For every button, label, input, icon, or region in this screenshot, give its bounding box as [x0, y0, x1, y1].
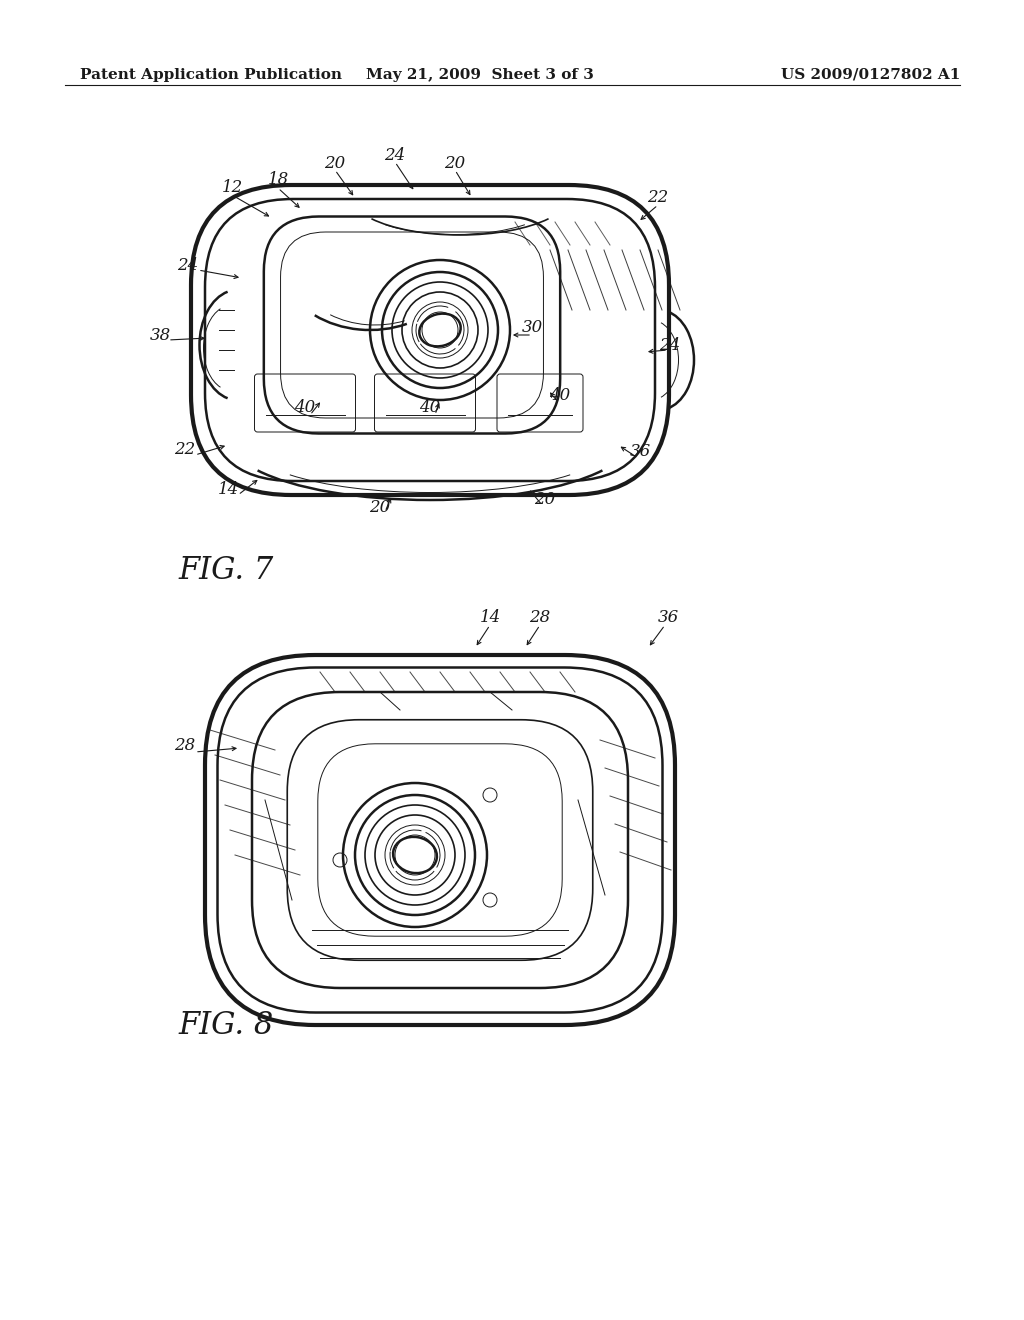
- Text: 30: 30: [521, 319, 543, 337]
- Text: May 21, 2009  Sheet 3 of 3: May 21, 2009 Sheet 3 of 3: [366, 69, 594, 82]
- Text: 36: 36: [630, 444, 650, 461]
- Text: 22: 22: [647, 190, 669, 206]
- Text: 14: 14: [217, 482, 239, 499]
- Text: 40: 40: [420, 400, 440, 417]
- Text: 24: 24: [384, 147, 406, 164]
- Text: 40: 40: [549, 387, 570, 404]
- Text: 40: 40: [294, 400, 315, 417]
- Text: 20: 20: [325, 154, 346, 172]
- Text: 20: 20: [444, 154, 466, 172]
- Text: 24: 24: [177, 256, 199, 273]
- Text: 28: 28: [529, 610, 551, 627]
- Text: 22: 22: [174, 441, 196, 458]
- Text: 14: 14: [479, 610, 501, 627]
- Text: 12: 12: [221, 180, 243, 197]
- Text: 28: 28: [174, 737, 196, 754]
- Text: 24: 24: [659, 337, 681, 354]
- Text: FIG. 7: FIG. 7: [178, 554, 273, 586]
- Text: 20: 20: [535, 491, 556, 508]
- Text: 38: 38: [150, 326, 171, 343]
- Text: 20: 20: [370, 499, 390, 516]
- Text: 18: 18: [267, 172, 289, 189]
- Text: 36: 36: [657, 610, 679, 627]
- Text: FIG. 8: FIG. 8: [178, 1010, 273, 1041]
- Text: Patent Application Publication: Patent Application Publication: [80, 69, 342, 82]
- Text: US 2009/0127802 A1: US 2009/0127802 A1: [780, 69, 961, 82]
